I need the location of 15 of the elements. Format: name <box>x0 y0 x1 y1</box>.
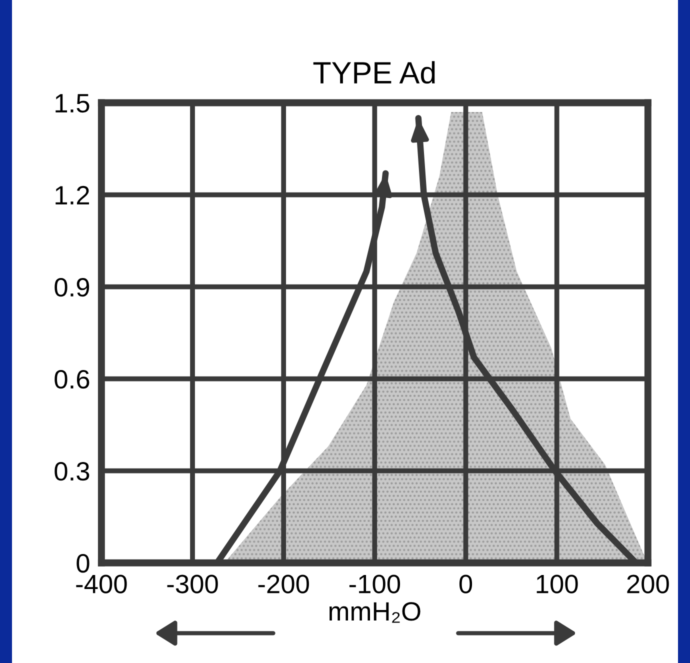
y-tick-label: 0 <box>76 554 90 573</box>
x-tick-label: -400 <box>76 574 127 594</box>
y-tick-label: 0.3 <box>54 462 90 481</box>
y-tick-label: 1.5 <box>56 94 90 113</box>
y-tick-label: 0.9 <box>54 278 90 297</box>
x-axis-title: mmH₂O <box>330 602 420 623</box>
x-tick-label: -200 <box>258 574 309 594</box>
y-tick-label: 1.2 <box>56 186 89 204</box>
x-tick-label: 100 <box>536 574 578 594</box>
x-tick-label: 0 <box>459 574 472 594</box>
y-tick-label: 0.6 <box>54 370 90 389</box>
chart-title: TYPE Ad <box>313 61 435 84</box>
x-tick-label: -300 <box>167 574 218 594</box>
x-tick-label: 200 <box>627 574 669 594</box>
x-tick-label: -100 <box>349 574 400 594</box>
